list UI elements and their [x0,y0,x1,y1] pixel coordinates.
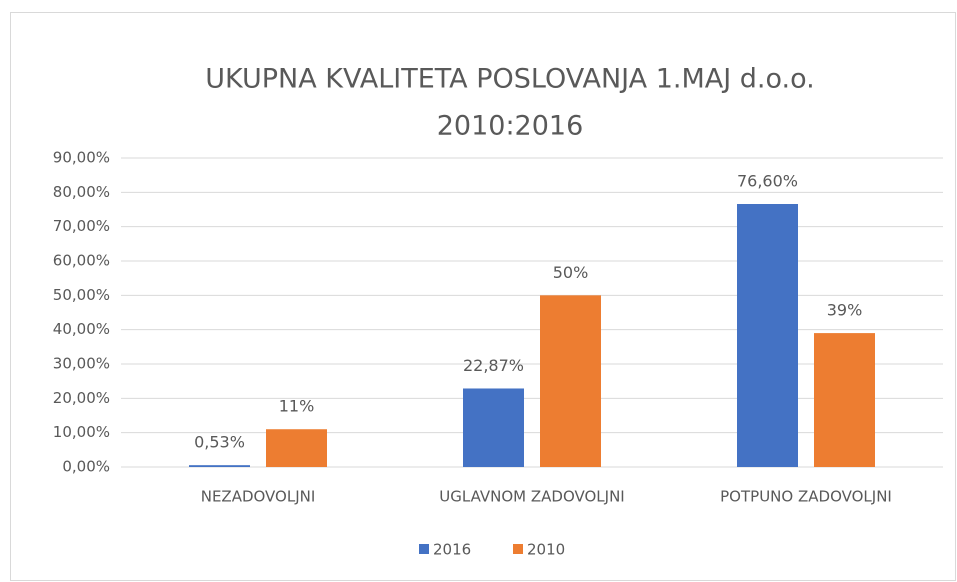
data-label: 50% [553,263,589,282]
y-tick-label: 70,00% [53,217,110,235]
legend-swatch [419,544,429,554]
x-tick-label: UGLAVNOM ZADOVOLJNI [439,488,624,506]
legend-label: 2016 [433,541,471,559]
y-tick-label: 90,00% [53,149,110,167]
chart-title: UKUPNA KVALITETA POSLOVANJA 1.MAJ d.o.o. [205,64,815,95]
y-tick-label: 80,00% [53,183,110,201]
legend-label: 2010 [527,541,565,559]
chart-title: 2010:2016 [437,111,584,142]
y-tick-label: 30,00% [53,355,110,373]
bar [540,295,601,467]
data-label: 0,53% [194,433,245,452]
bar [189,465,250,467]
bar [463,388,524,467]
y-tick-label: 40,00% [53,320,110,338]
legend-swatch [513,544,523,554]
y-tick-label: 50,00% [53,286,110,304]
x-tick-label: POTPUNO ZADOVOLJNI [720,488,892,506]
y-tick-label: 60,00% [53,252,110,270]
bar [266,429,327,467]
data-label: 76,60% [737,172,798,191]
data-label: 22,87% [463,356,524,375]
bar [737,204,798,468]
data-label: 39% [827,301,863,320]
bar [814,333,875,467]
y-tick-label: 20,00% [53,389,110,407]
x-tick-label: NEZADOVOLJNI [201,488,316,506]
y-tick-label: 10,00% [53,423,110,441]
data-label: 11% [279,397,315,416]
y-tick-label: 0,00% [62,458,110,476]
